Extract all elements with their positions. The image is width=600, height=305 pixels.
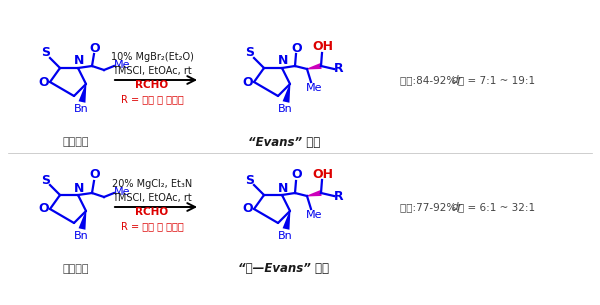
- Text: S: S: [41, 174, 50, 186]
- Text: Bn: Bn: [278, 231, 292, 241]
- Text: Bn: Bn: [74, 231, 88, 241]
- Text: O: O: [292, 168, 302, 181]
- Text: O: O: [89, 168, 100, 181]
- Text: O: O: [292, 41, 302, 55]
- Text: 收率:77-92%,: 收率:77-92%,: [400, 202, 463, 212]
- Text: OH: OH: [313, 167, 334, 181]
- Text: R: R: [334, 63, 344, 76]
- Text: dr: dr: [452, 202, 463, 212]
- Text: 20% MgCl₂, Et₃N: 20% MgCl₂, Et₃N: [112, 179, 192, 189]
- Text: 値 = 7:1 ~ 19:1: 値 = 7:1 ~ 19:1: [458, 75, 535, 85]
- Text: S: S: [245, 174, 254, 186]
- Polygon shape: [79, 211, 86, 230]
- Text: S: S: [41, 46, 50, 59]
- Polygon shape: [283, 211, 290, 230]
- Text: Me: Me: [306, 83, 322, 93]
- Text: R = 芳基 或 乙烯基: R = 芳基 或 乙烯基: [121, 94, 184, 104]
- Text: “非—Evans” 反式: “非—Evans” 反式: [239, 263, 329, 275]
- Polygon shape: [79, 84, 86, 103]
- Text: 收率:84-92%,: 收率:84-92%,: [400, 75, 463, 85]
- Text: RCHO: RCHO: [136, 80, 169, 90]
- Text: Me: Me: [114, 60, 130, 70]
- Text: Me: Me: [114, 187, 130, 197]
- Text: Bn: Bn: [278, 104, 292, 114]
- Text: OH: OH: [313, 41, 334, 53]
- Text: O: O: [242, 76, 253, 88]
- Text: dr: dr: [452, 75, 463, 85]
- Text: O: O: [242, 203, 253, 216]
- Text: R = 芳基 或 乙烯基: R = 芳基 或 乙烯基: [121, 221, 184, 231]
- Text: 噁唑啉酮: 噁唑啉酮: [63, 264, 89, 274]
- Text: TMSCl, EtOAc, rt: TMSCl, EtOAc, rt: [112, 193, 192, 203]
- Text: N: N: [278, 55, 288, 67]
- Text: O: O: [38, 76, 49, 88]
- Text: S: S: [245, 46, 254, 59]
- Text: “Evans” 反式: “Evans” 反式: [248, 135, 320, 149]
- Text: N: N: [278, 181, 288, 195]
- Text: RCHO: RCHO: [136, 207, 169, 217]
- Text: 10% MgBr₂(Et₂O): 10% MgBr₂(Et₂O): [110, 52, 193, 62]
- Text: R: R: [334, 189, 344, 203]
- Text: 値 = 6:1 ~ 32:1: 値 = 6:1 ~ 32:1: [458, 202, 535, 212]
- Text: N: N: [74, 181, 84, 195]
- Text: N: N: [74, 55, 84, 67]
- Text: O: O: [38, 203, 49, 216]
- Polygon shape: [307, 190, 322, 196]
- Polygon shape: [307, 63, 322, 70]
- Text: Bn: Bn: [74, 104, 88, 114]
- Polygon shape: [283, 84, 290, 103]
- Text: 噻唑啉酮: 噻唑啉酮: [63, 137, 89, 147]
- Text: Me: Me: [306, 210, 322, 220]
- Text: TMSCl, EtOAc, rt: TMSCl, EtOAc, rt: [112, 66, 192, 76]
- Text: O: O: [89, 41, 100, 55]
